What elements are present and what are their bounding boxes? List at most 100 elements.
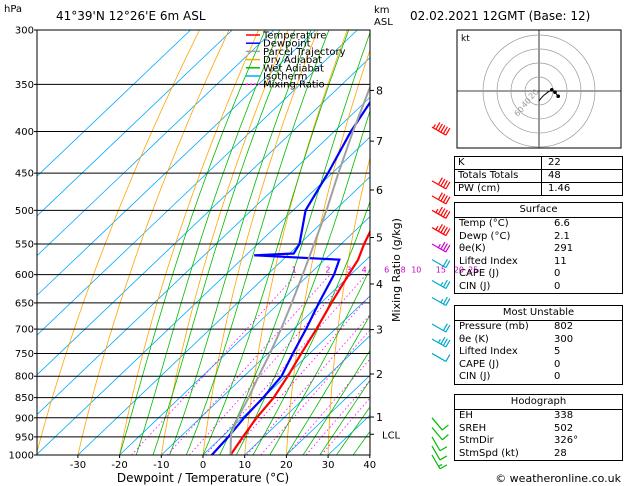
- dry-adiabat: [37, 30, 200, 454]
- wind-barb: [431, 323, 451, 333]
- pressure-tick-label: 850: [15, 393, 34, 404]
- isotherm-line: [37, 30, 191, 177]
- km-tick-label: 3: [376, 324, 383, 337]
- pressure-tick-label: 450: [15, 169, 34, 180]
- mixing-ratio-line: [189, 274, 352, 455]
- wet-adiabat: [319, 379, 370, 455]
- surface-row: Dewp (°C) 2.1: [459, 230, 570, 242]
- y-axis-label: Mixing Ratio (g/kg): [390, 218, 403, 322]
- pressure-tick-label: 400: [15, 127, 34, 138]
- mixing-ratio-label: 10: [411, 266, 421, 275]
- mixing-ratio-label: 8: [401, 266, 406, 275]
- index-row: PW (cm) 1.46: [454, 182, 623, 196]
- temp-tick-label: -30: [70, 460, 86, 471]
- plot-frame: [36, 29, 371, 456]
- isotherm-line: [161, 255, 370, 455]
- asl-unit: ASL: [374, 17, 393, 28]
- km-tick-label: 6: [376, 184, 383, 197]
- wind-barbs: [431, 122, 451, 470]
- surface-row: CAPE (J) 0: [459, 268, 561, 279]
- temp-tick-label: 40: [363, 460, 376, 471]
- pressure-tick-label: 1000: [9, 451, 34, 462]
- surface-row: Lifted Index 11: [459, 255, 567, 267]
- wet-adiabat: [202, 30, 350, 455]
- most-unstable-row: θe (K) 300: [459, 333, 574, 345]
- mixing-ratio-label: 20: [454, 266, 464, 275]
- hodograph-row: SREH 502: [459, 422, 574, 434]
- temp-tick-label: -20: [111, 460, 127, 471]
- surface-row: CIN (J) 0: [459, 280, 561, 292]
- legend-label: Parcel Trajectory: [263, 47, 346, 58]
- wind-barb: [431, 352, 451, 362]
- legend-label: Dry Adiabat: [263, 55, 322, 66]
- temp-tick-label: 30: [322, 460, 335, 471]
- wind-barb: [431, 417, 449, 431]
- pressure-tick-label: 900: [15, 413, 34, 424]
- hodograph-ring: [496, 48, 582, 134]
- km-tick-label: 8: [376, 84, 383, 97]
- km-tick-label: 4: [376, 278, 383, 291]
- wind-barb: [431, 192, 451, 205]
- wind-barb: [431, 454, 448, 470]
- temp-tick-label: 0: [200, 460, 206, 471]
- location-title: 41°39'N 12°26'E 6m ASL: [56, 9, 206, 23]
- wet-adiabat: [336, 406, 370, 455]
- mixing-ratio-label: 4: [362, 266, 367, 275]
- wind-barb: [431, 436, 448, 452]
- dewpoint-line: [210, 84, 370, 455]
- hodograph-row: StmSpd (kt) 28: [459, 447, 567, 459]
- hodograph-ring: [510, 62, 568, 120]
- surface-row: Temp (°C) 6.6: [459, 218, 570, 229]
- isotherm-line: [37, 96, 370, 416]
- wet-adiabat: [119, 30, 266, 455]
- wet-adiabat: [219, 31, 370, 455]
- wind-barb: [431, 279, 451, 290]
- wet-adiabat: [152, 30, 296, 455]
- copyright: © weatheronline.co.uk: [495, 472, 621, 485]
- pressure-tick-label: 500: [15, 206, 34, 217]
- km-tick-label: 5: [376, 231, 383, 244]
- isotherm-line: [77, 176, 370, 455]
- pressure-tick-label: 750: [15, 349, 34, 360]
- most-unstable-row: Lifted Index 5: [459, 346, 561, 357]
- hodograph-ring: [482, 34, 596, 148]
- mixing-ratio-label: 2: [325, 266, 330, 275]
- surface-box: Surface Temp (°C) 6.6 Dewp (°C) 2.1 θe(K) 2…: [454, 202, 623, 294]
- pressure-tick-label: 650: [15, 298, 34, 309]
- legend-label: Dewpoint: [263, 39, 311, 50]
- wind-barb: [431, 296, 451, 306]
- hodograph-row: StmDir 326°: [459, 435, 579, 446]
- km-unit: km: [374, 5, 390, 16]
- mixing-ratio-line: [131, 274, 297, 455]
- mixing-ratio-line: [229, 295, 370, 455]
- wind-barb: [431, 241, 451, 253]
- hpa-unit: hPa: [4, 4, 22, 15]
- legend-label: Mixing Ratio: [263, 80, 325, 91]
- index-row: Totals Totals 48: [454, 169, 623, 183]
- mixing-ratio-label: 1: [292, 266, 297, 275]
- pressure-tick-label: 350: [15, 80, 34, 91]
- x-axis-label: Dewpoint / Temperature (°C): [117, 471, 289, 485]
- indices-table: K 22 Totals Totals 48 PW (cm) 1.46: [454, 156, 623, 196]
- temp-tick-label: 20: [280, 460, 293, 471]
- pressure-tick-label: 600: [15, 270, 34, 281]
- legend-label: Temperature: [262, 31, 326, 42]
- pressure-tick-label: 550: [15, 239, 34, 250]
- dry-adiabat: [77, 30, 230, 455]
- hodograph-row: EH 338: [459, 410, 574, 421]
- wet-adiabat: [302, 349, 370, 455]
- isotherm-line: [202, 295, 370, 455]
- parcel-trajectory-line: [229, 84, 370, 455]
- wet-adiabat: [135, 30, 280, 455]
- most-unstable-box: Most Unstable Pressure (mb) 802 θe (K) 300…: [454, 305, 623, 385]
- isotherm-line: [37, 136, 370, 455]
- wind-barb: [431, 206, 451, 219]
- mixing-ratio-line: [166, 274, 331, 455]
- datetime-title: 02.02.2021 12GMT (Base: 12): [410, 9, 590, 23]
- km-tick-label: 1: [376, 411, 383, 424]
- mixing-ratio-line: [205, 274, 367, 455]
